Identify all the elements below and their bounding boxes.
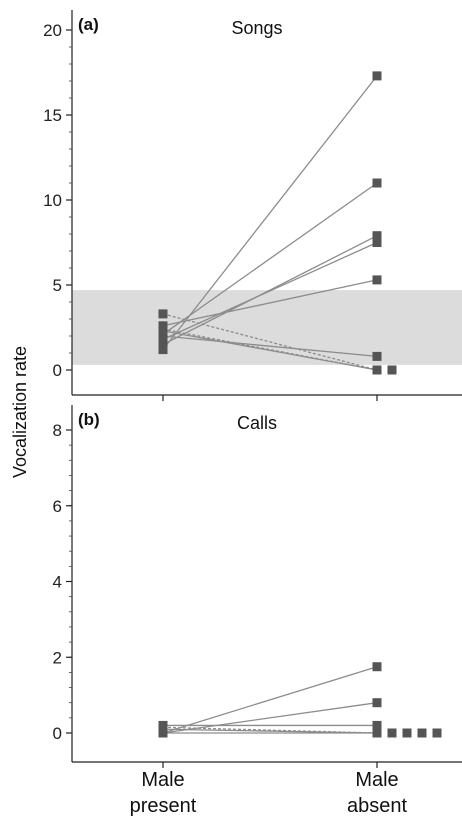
pair-line [162, 726, 378, 734]
point-male-absent [372, 238, 382, 247]
panel-calls: 0 2 4 6 8 (b) Calls [53, 405, 462, 768]
panel-songs: 0 5 10 15 20 (a) Songs [43, 10, 462, 401]
y-tick-label: 15 [43, 106, 62, 125]
y-tick-label: 0 [53, 361, 62, 380]
x-category-label: present [130, 795, 197, 817]
y-tick-label: 20 [43, 21, 62, 40]
point-male-absent-extra [387, 365, 397, 375]
panel-title: Calls [237, 413, 277, 433]
y-tick-label: 4 [53, 573, 62, 592]
y-tick-label: 10 [43, 191, 62, 210]
y-tick-label: 8 [53, 421, 62, 440]
point-male-present [158, 309, 168, 319]
point-male-present [158, 345, 168, 355]
y-axis-title: Vocalization rate [10, 346, 30, 478]
point-male-present [158, 728, 168, 738]
point-male-absent [372, 365, 382, 375]
point-male-absent [372, 71, 382, 81]
point-male-absent [372, 728, 382, 738]
point-male-absent [372, 662, 382, 672]
point-male-present [158, 324, 168, 334]
point-male-absent [372, 351, 382, 361]
reference-band [72, 290, 462, 365]
point-male-absent-extra [417, 728, 427, 738]
x-category-label: Male [355, 769, 398, 791]
point-male-absent-extra [432, 728, 442, 738]
pair-line [162, 279, 378, 327]
point-male-absent [372, 698, 382, 708]
point-male-present [158, 340, 168, 349]
x-category-label: absent [347, 795, 407, 817]
y-tick-label: 0 [53, 724, 62, 743]
pair-line [162, 235, 378, 346]
y-tick-label: 6 [53, 497, 62, 516]
point-male-present [158, 722, 168, 732]
pair-line [162, 313, 378, 371]
panel-letter: (a) [78, 15, 99, 34]
point-male-absent [372, 275, 382, 285]
pair-line [162, 666, 378, 734]
y-tick-label: 2 [53, 648, 62, 667]
pair-line [162, 335, 378, 358]
pair-line [162, 328, 378, 371]
x-category-label: Male [141, 769, 184, 791]
point-male-present [158, 331, 168, 341]
y-tick-label: 5 [53, 276, 62, 295]
point-male-absent [372, 720, 382, 730]
point-male-absent-extra [387, 728, 397, 738]
pair-line [162, 182, 378, 335]
panel-title: Songs [231, 18, 282, 38]
x-axis-labels: Male present Male absent [130, 769, 408, 817]
point-male-absent-extra [402, 728, 412, 738]
pair-line [162, 75, 378, 351]
panel-letter: (b) [78, 410, 100, 429]
point-male-absent [372, 178, 382, 188]
point-male-absent [372, 231, 382, 241]
